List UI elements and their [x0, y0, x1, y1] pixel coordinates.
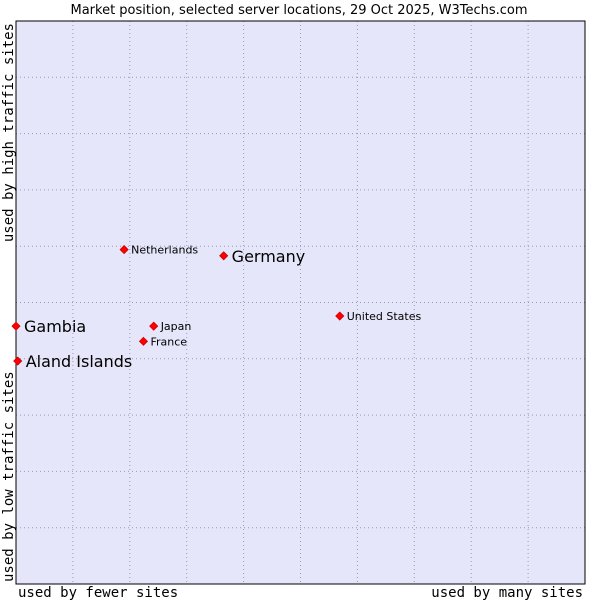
- marker-france[interactable]: [138, 336, 149, 346]
- point-label-netherlands: Netherlands: [131, 244, 198, 257]
- plot-frame: [15, 20, 586, 585]
- marker-united-states[interactable]: [335, 311, 345, 321]
- x-axis-label-left: used by fewer sites: [18, 585, 178, 600]
- grid-lines: [16, 21, 585, 584]
- data-points: Netherlands Germany United States Gambia Jap…: [11, 244, 422, 371]
- point-label-united-states: United States: [347, 310, 422, 323]
- marker-gambia[interactable]: [11, 321, 21, 331]
- marker-japan[interactable]: [149, 321, 159, 331]
- point-label-japan: Japan: [160, 320, 192, 333]
- point-label-france: France: [150, 335, 187, 348]
- marker-germany[interactable]: [219, 251, 229, 261]
- point-label-gambia: Gambia: [24, 317, 86, 336]
- point-label-aland-islands: Aland Islands: [26, 352, 133, 371]
- marker-aland-islands[interactable]: [13, 356, 23, 366]
- y-axis-label-bottom: used by low traffic sites: [1, 371, 17, 582]
- x-axis-label-right: used by many sites: [431, 585, 583, 600]
- marker-netherlands[interactable]: [119, 245, 129, 255]
- y-axis-label-top: used by high traffic sites: [1, 23, 17, 242]
- point-label-germany: Germany: [232, 247, 306, 266]
- chart-title: Market position, selected server locatio…: [70, 3, 527, 18]
